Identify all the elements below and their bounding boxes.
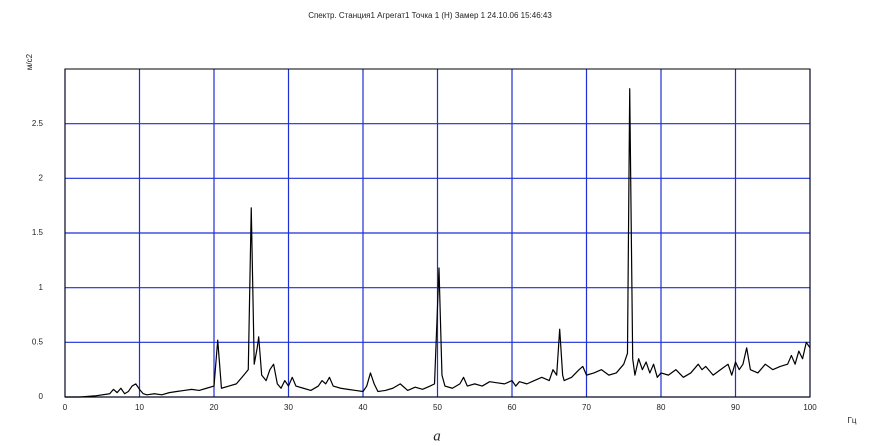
x-tick-label: 0 xyxy=(63,403,68,412)
x-tick-label: 50 xyxy=(433,403,442,412)
x-tick-label: 80 xyxy=(657,403,666,412)
x-tick-label: 10 xyxy=(135,403,144,412)
x-tick-label: 90 xyxy=(731,403,740,412)
caption: a xyxy=(433,428,441,444)
chart-title: Спектр. Станция1 Агрегат1 Точка 1 (Н) За… xyxy=(308,11,552,20)
x-tick-label: 30 xyxy=(284,403,293,412)
x-tick-label: 60 xyxy=(508,403,517,412)
y-tick-label: 0.5 xyxy=(32,337,44,346)
x-tick-label: 40 xyxy=(359,403,368,412)
y-tick-label: 1.5 xyxy=(32,228,44,237)
y-tick-label: 1 xyxy=(39,283,44,292)
y-tick-label: 2.5 xyxy=(32,119,44,128)
plot-border xyxy=(64,68,811,398)
y-tick-label: 2 xyxy=(39,173,44,182)
x-tick-label: 70 xyxy=(582,403,591,412)
y-tick-label: 0 xyxy=(39,392,44,401)
y-axis-label: м/с2 xyxy=(25,53,34,70)
x-tick-label: 20 xyxy=(210,403,219,412)
spectrum-line xyxy=(65,88,811,398)
x-axis-label: Гц xyxy=(848,416,857,425)
x-tick-label: 100 xyxy=(803,403,817,412)
